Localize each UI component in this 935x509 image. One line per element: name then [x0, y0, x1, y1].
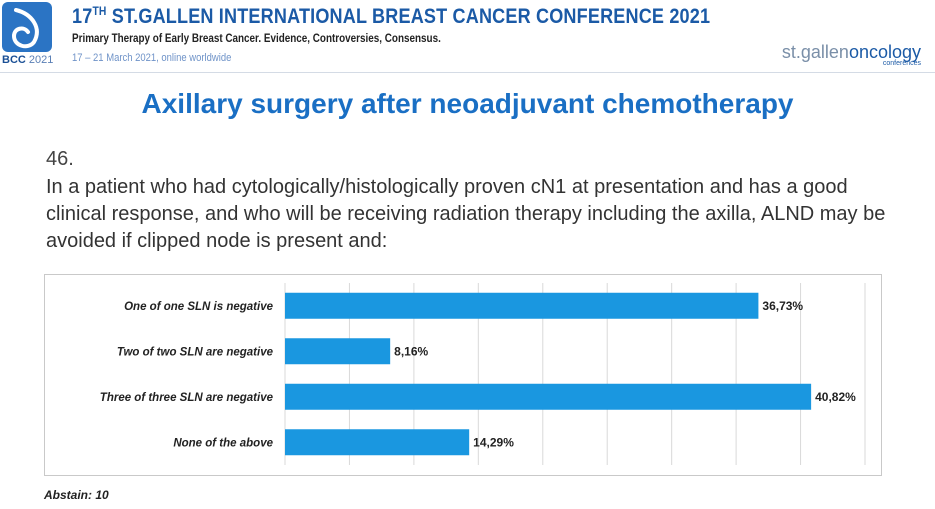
bar	[285, 383, 812, 410]
conference-title: 17TH ST.GALLEN INTERNATIONAL BREAST CANC…	[72, 4, 711, 28]
logo-label: BCC 2021	[2, 54, 54, 66]
question-text: In a patient who had cytologically/histo…	[46, 176, 886, 252]
category-label: One of one SLN is negative	[124, 301, 273, 313]
data-label: 40,82%	[815, 390, 856, 404]
category-label: None of the above	[173, 437, 273, 449]
bcc-logo-icon	[2, 2, 52, 52]
question-number: 46.	[46, 148, 74, 170]
bar	[285, 292, 759, 319]
poll-results-chart: One of one SLN is negative 36,73% Two of t…	[44, 274, 882, 476]
slide-title: Axillary surgery after neoadjuvant chemo…	[141, 88, 794, 119]
conference-header: BCC 2021 17TH ST.GALLEN INTERNATIONAL BR…	[0, 0, 935, 72]
brand-logo: st.gallenoncology	[781, 42, 921, 62]
category-label: Three of three SLN are negative	[100, 392, 274, 404]
bar	[285, 338, 391, 365]
data-label: 36,73%	[762, 299, 803, 313]
conference-subtitle: Primary Therapy of Early Breast Cancer. …	[72, 33, 441, 45]
data-label: 8,16%	[394, 344, 428, 358]
category-label: Two of two SLN are negative	[117, 346, 274, 358]
conference-dates: 17 – 21 March 2021, online worldwide	[72, 52, 232, 64]
header-divider	[0, 72, 935, 73]
abstain-count: Abstain: 10	[44, 488, 109, 502]
data-label: 14,29%	[473, 435, 514, 449]
bar	[285, 429, 470, 456]
bar-chart-svg: One of one SLN is negative 36,73% Two of t…	[100, 283, 866, 465]
brand-sub: conferences	[882, 60, 921, 67]
